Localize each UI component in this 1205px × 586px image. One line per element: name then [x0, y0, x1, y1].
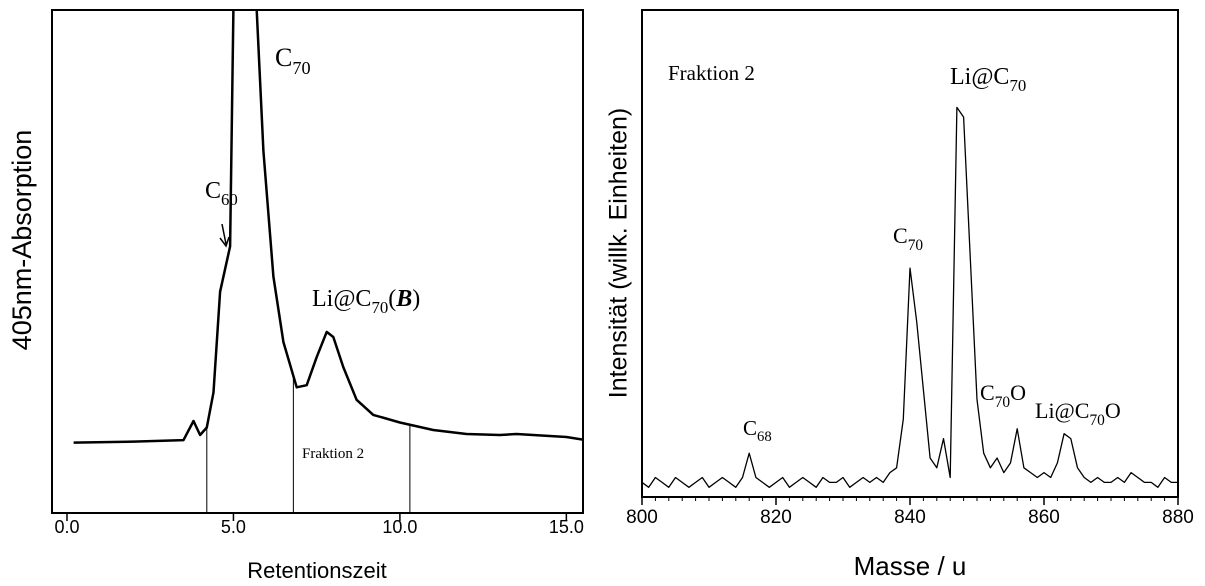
annotation-part: 70	[995, 394, 1011, 411]
y-axis-title: Intensität (willk. Einheiten)	[605, 108, 633, 398]
data-line	[642, 106, 1178, 488]
x-tick-label: 800	[626, 507, 658, 528]
x-tick-label: 5.0	[221, 517, 246, 537]
annotation-part: C	[743, 416, 757, 440]
annotation-part: 70	[1009, 76, 1026, 95]
annotation-part: O	[1010, 380, 1026, 405]
annotation: Li@C70	[950, 64, 1026, 96]
annotation-part: C	[205, 178, 221, 204]
x-tick-label: 820	[760, 507, 792, 528]
x-tick-label: 15.0	[549, 517, 584, 537]
annotation-part: (	[388, 286, 396, 312]
annotation-part: C	[980, 380, 995, 405]
annotation: Fraktion 2	[668, 61, 755, 85]
annotation-part: 70	[908, 237, 924, 254]
y-axis-title: 405nm-Absorption	[7, 130, 37, 351]
annotation-part: C	[893, 223, 908, 248]
annotation: C70	[275, 43, 311, 78]
x-tick-label: 880	[1162, 507, 1194, 528]
annotation-part: Li@C	[950, 64, 1009, 90]
annotation-arrow-head	[219, 236, 230, 248]
annotation-part: B	[395, 286, 412, 312]
annotation-part: C	[275, 43, 292, 72]
x-axis-title: Masse / u	[854, 551, 967, 581]
annotation: C68	[743, 416, 772, 446]
annotation: Li@C70(B)	[312, 286, 420, 318]
plot-frame	[51, 9, 584, 514]
annotation-part: 68	[757, 429, 772, 445]
annotation-part: 70	[371, 298, 388, 317]
annotation: C70	[893, 223, 923, 254]
annotation-part: Fraktion 2	[668, 61, 755, 85]
x-tick-label: 860	[1028, 507, 1060, 528]
annotation-part: Li@C	[1035, 398, 1089, 423]
x-tick-label: 0.0	[54, 517, 79, 537]
annotation-part: 60	[221, 190, 238, 209]
annotation-part: O	[1105, 398, 1121, 423]
annotation-part: )	[412, 286, 420, 312]
annotation: Li@C70O	[1035, 398, 1121, 429]
annotation: C60	[205, 178, 238, 210]
annotation-part: Fraktion 2	[302, 446, 364, 462]
annotation-arrow	[221, 223, 227, 245]
annotation-part: 70	[292, 58, 310, 78]
data-line	[73, 10, 583, 444]
annotation: C70O	[980, 380, 1026, 411]
annotation: Fraktion 2	[302, 446, 364, 462]
x-tick-label: 840	[894, 507, 926, 528]
x-axis-title: Retentionszeit	[247, 558, 386, 583]
annotation-part: 70	[1089, 412, 1105, 429]
x-tick-label: 10.0	[382, 517, 417, 537]
annotation-part: Li@C	[312, 286, 371, 312]
